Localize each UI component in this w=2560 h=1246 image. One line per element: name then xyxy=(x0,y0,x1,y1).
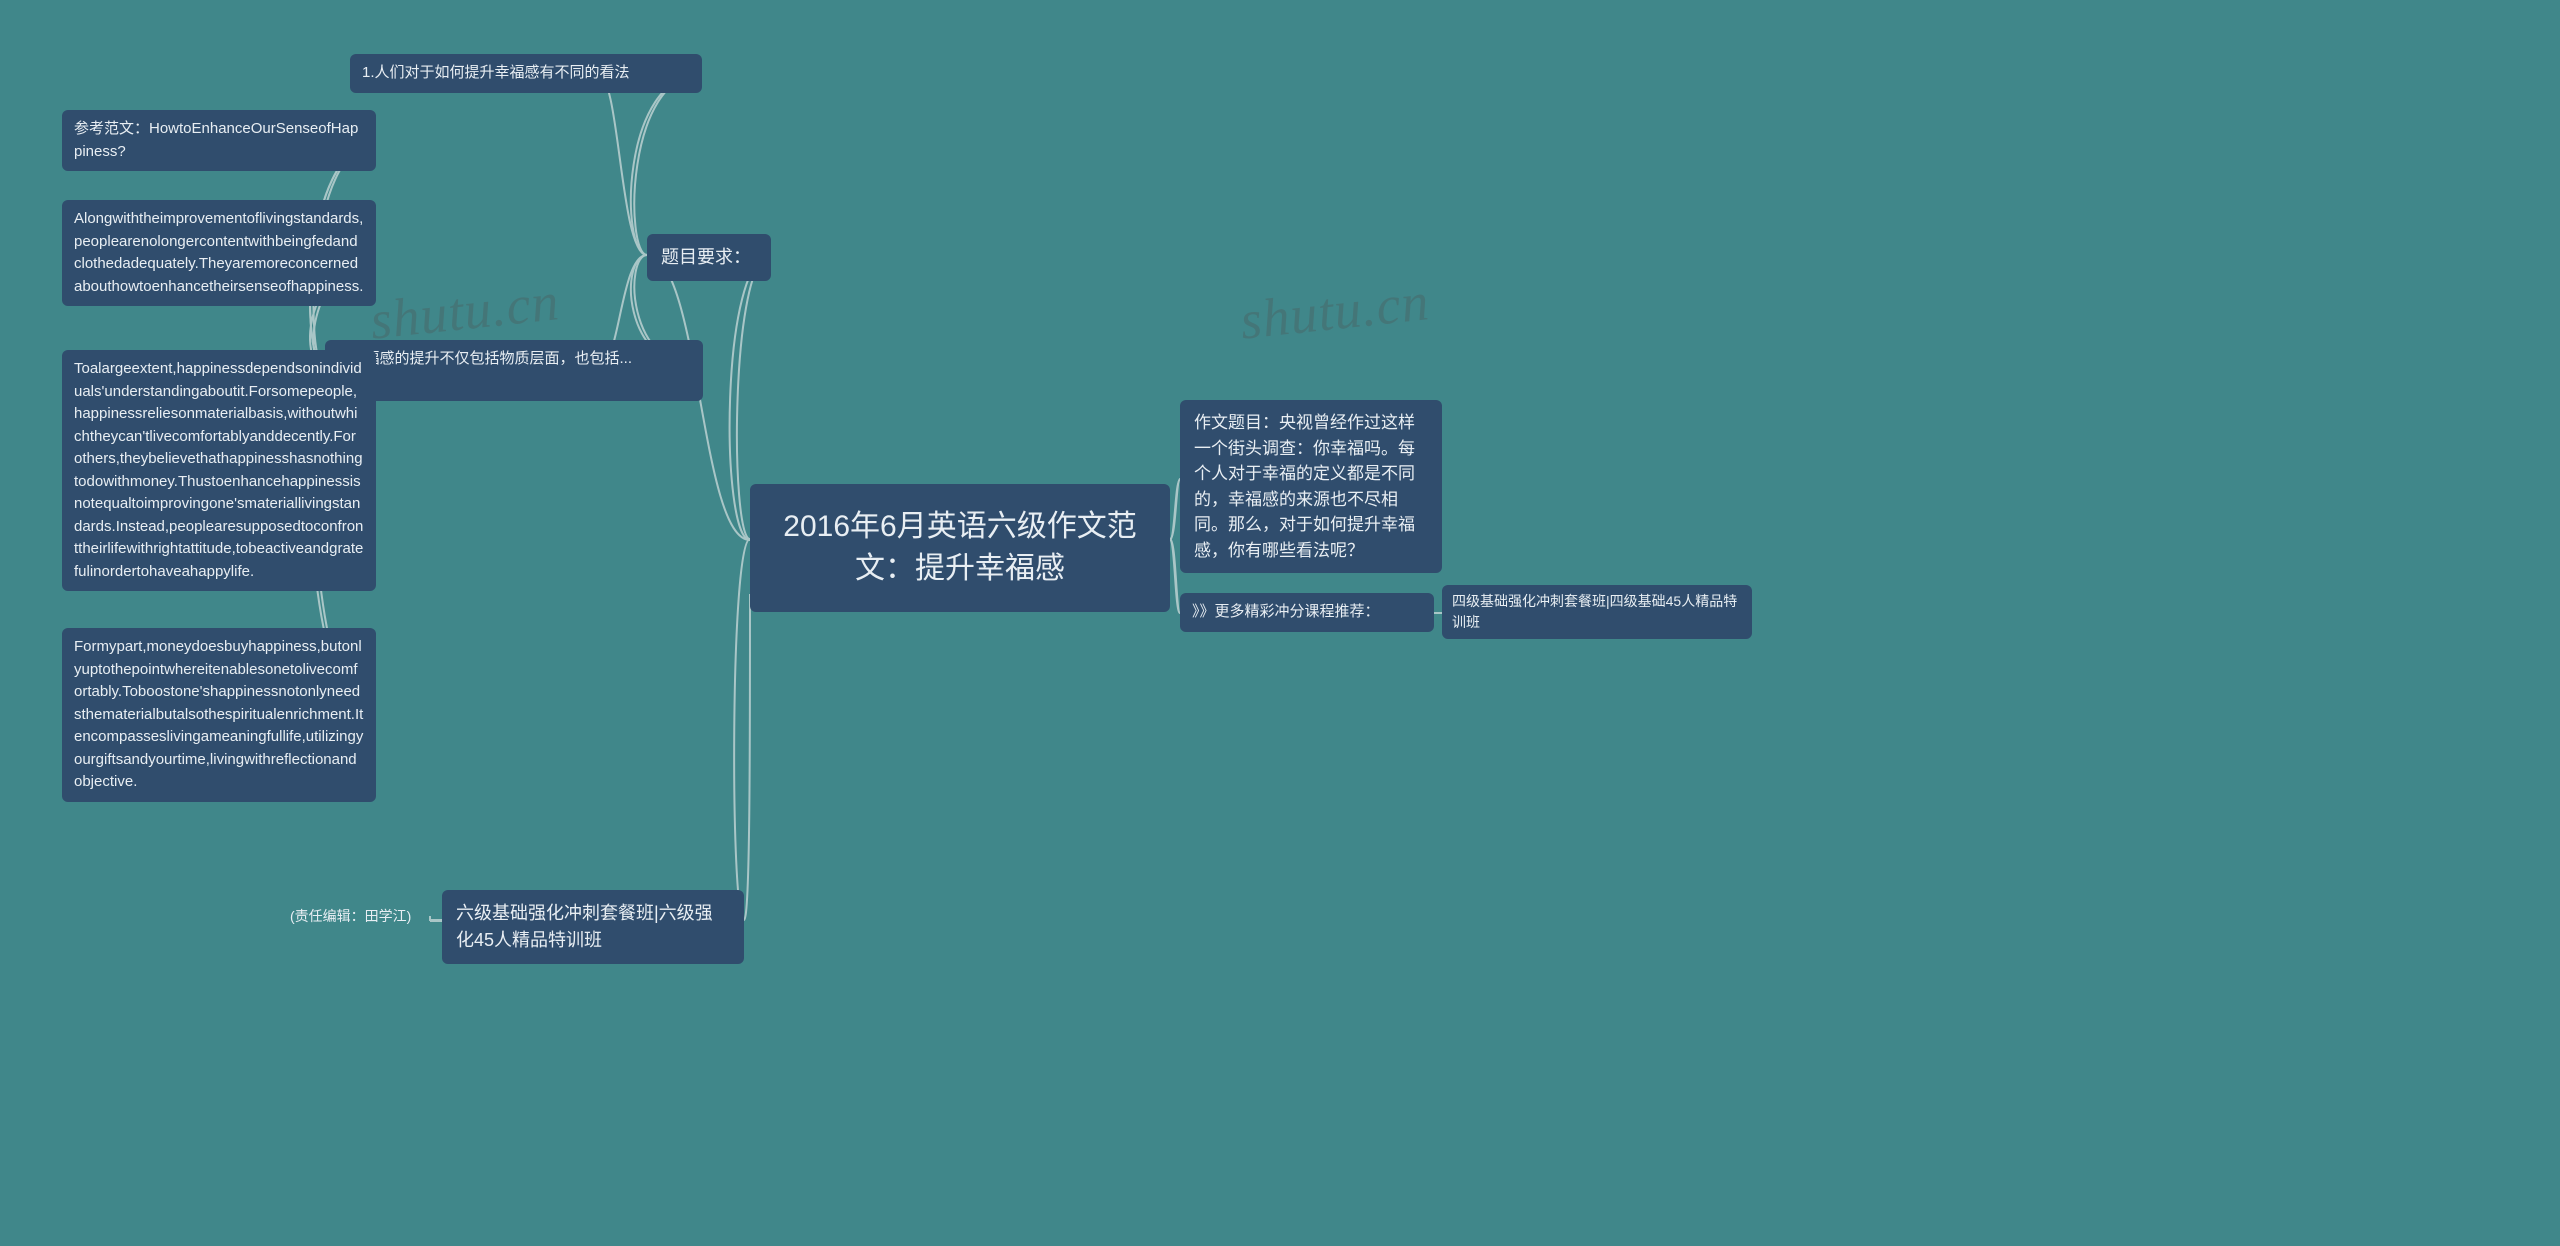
essay-topic-text: 作文题目：央视曾经作过这样一个街头调查：你幸福吗。每个人对于幸福的定义都是不同的… xyxy=(1194,413,1415,560)
cet4-course-text: 四级基础强化冲刺套餐班|四级基础45人精品特训班 xyxy=(1452,593,1737,630)
para1-node[interactable]: Alongwiththeimprovementoflivingstandards… xyxy=(62,200,376,306)
cet4-course-node[interactable]: 四级基础强化冲刺套餐班|四级基础45人精品特训班 xyxy=(1442,585,1752,639)
para3-text: Formypart,moneydoesbuyhappiness,butonlyu… xyxy=(74,638,363,790)
root-title: 2016年6月英语六级作文范文：提升幸福感 xyxy=(783,510,1136,585)
ref-essay-title-text: 参考范文：HowtoEnhanceOurSenseofHappiness? xyxy=(74,120,358,160)
more-courses-node[interactable]: 》》更多精彩冲分课程推荐： xyxy=(1180,593,1434,632)
editor-text: (责任编辑：田学江) xyxy=(290,908,411,924)
cet6-course-node[interactable]: 六级基础强化冲刺套餐班|六级强化45人精品特训班 xyxy=(442,890,744,964)
para2-text: Toalargeextent,happinessdependsonindivid… xyxy=(74,360,363,580)
requirement-1-node[interactable]: 1.人们对于如何提升幸福感有不同的看法 xyxy=(350,54,702,93)
watermark-right: shutu.cn xyxy=(1237,270,1432,351)
para3-node[interactable]: Formypart,moneydoesbuyhappiness,butonlyu… xyxy=(62,628,376,802)
requirements-label-text: 题目要求： xyxy=(661,247,751,267)
root-node[interactable]: 2016年6月英语六级作文范文：提升幸福感 xyxy=(750,484,1170,612)
requirement-2-line1: 2.幸福感的提升不仅包括物质层面，也包括... xyxy=(337,348,691,371)
para1-text: Alongwiththeimprovementoflivingstandards… xyxy=(74,210,363,295)
essay-topic-node[interactable]: 作文题目：央视曾经作过这样一个街头调查：你幸福吗。每个人对于幸福的定义都是不同的… xyxy=(1180,400,1442,573)
para2-node[interactable]: Toalargeextent,happinessdependsonindivid… xyxy=(62,350,376,591)
cet6-course-text: 六级基础强化冲刺套餐班|六级强化45人精品特训班 xyxy=(456,903,713,950)
requirement-2-node[interactable]: 2.幸福感的提升不仅包括物质层面，也包括... ... xyxy=(325,340,703,401)
requirement-1-text: 1.人们对于如何提升幸福感有不同的看法 xyxy=(362,64,630,81)
ref-essay-title-node[interactable]: 参考范文：HowtoEnhanceOurSenseofHappiness? xyxy=(62,110,376,171)
editor-node[interactable]: (责任编辑：田学江) xyxy=(280,900,430,933)
requirements-label-node[interactable]: 题目要求： xyxy=(647,234,771,281)
more-courses-label: 》》更多精彩冲分课程推荐： xyxy=(1192,603,1380,620)
requirement-2-line2: ... xyxy=(337,371,691,394)
